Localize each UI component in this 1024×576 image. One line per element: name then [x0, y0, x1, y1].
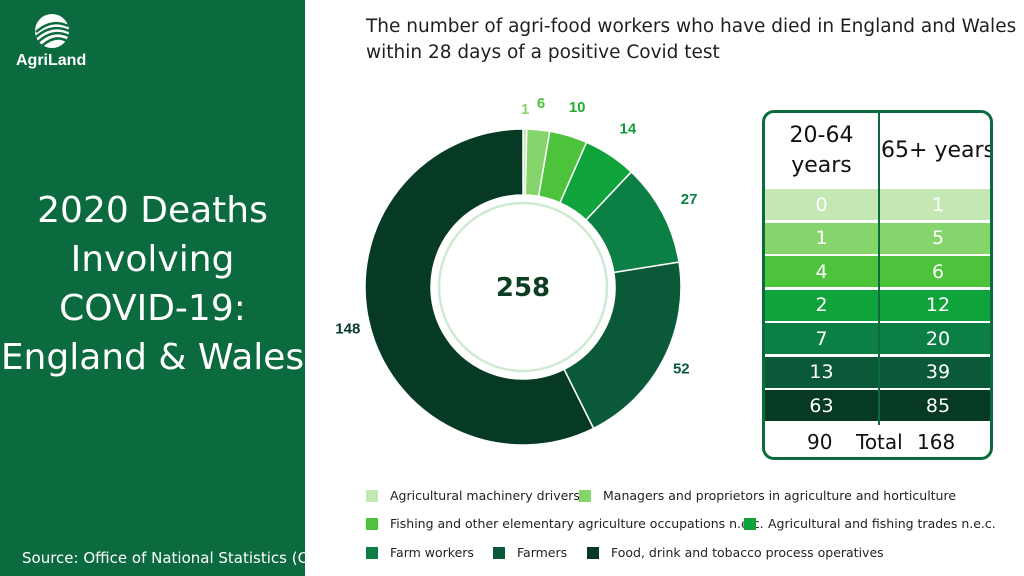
- legend-label: Farm workers: [390, 545, 474, 560]
- slice-value-label: 1: [521, 101, 529, 118]
- legend-label: Agricultural and fishing trades n.e.c.: [768, 516, 996, 531]
- cell-20-64: 7: [765, 323, 878, 354]
- title-line: COVID-19:: [59, 288, 246, 329]
- donut-total: 258: [496, 273, 550, 303]
- cell-65-plus: 6: [880, 256, 990, 287]
- title-line: Involving: [70, 239, 235, 280]
- cell-65-plus: 85: [880, 390, 990, 421]
- slice-value-label: 148: [335, 320, 360, 337]
- cell-20-64: 4: [765, 256, 878, 287]
- legend-swatch: [366, 517, 378, 530]
- legend-label: Managers and proprietors in agriculture …: [603, 488, 957, 503]
- legend-item: Farm workers: [366, 545, 474, 560]
- column-divider: [878, 113, 880, 425]
- table-row: 13 39: [765, 356, 990, 388]
- legend-item: Fishing and other elementary agriculture…: [366, 516, 764, 531]
- cell-65-plus: 5: [880, 222, 990, 254]
- chart-title: The number of agri-food workers who have…: [366, 14, 1017, 66]
- logo-text: AgriLand: [16, 52, 87, 69]
- slice-value-label: 6: [537, 95, 545, 112]
- chart-title-line: The number of agri-food workers who have…: [366, 16, 1017, 37]
- agriland-logo[interactable]: AgriLand: [16, 12, 96, 72]
- source-note: Source: Office of National Statistics (O…: [22, 549, 336, 567]
- title-line: 2020 Deaths: [37, 190, 268, 231]
- legend-label: Farmers: [517, 545, 568, 560]
- legend-swatch: [579, 489, 591, 502]
- age-breakdown-table: 20-64 years 65+ years 0 1 1 5 4 6 2 12 7 20 13 39 63…: [762, 110, 993, 460]
- total-label: Total: [856, 430, 903, 454]
- slice-value-label: 52: [673, 360, 690, 377]
- donut-hole: [431, 195, 615, 379]
- slice-value-label: 10: [569, 99, 586, 116]
- sidebar-panel: AgriLand 2020 Deaths Involving COVID-19:…: [0, 0, 336, 576]
- legend-swatch: [587, 546, 599, 559]
- slice-value-label: 27: [681, 191, 698, 208]
- legend-item: Managers and proprietors in agriculture …: [579, 488, 956, 503]
- legend-swatch: [744, 517, 756, 530]
- legend-item: Farmers: [493, 545, 567, 560]
- legend-item: Agricultural machinery drivers: [366, 488, 580, 503]
- title-line: England & Wales: [0, 337, 305, 378]
- legend-swatch: [493, 546, 505, 559]
- page-title: 2020 Deaths Involving COVID-19: England …: [0, 186, 305, 382]
- donut-inner-ring: [437, 201, 609, 373]
- cell-20-64: 13: [765, 356, 878, 388]
- header-65-plus: 65+ years: [881, 137, 993, 163]
- cell-65-plus: 39: [880, 356, 990, 388]
- cell-65-plus: 20: [880, 323, 990, 354]
- cell-20-64: 0: [765, 189, 878, 220]
- legend-swatch: [366, 489, 378, 502]
- total-row: 90 Total 168: [765, 425, 990, 457]
- table-row: 63 85: [765, 390, 990, 421]
- cell-65-plus: 1: [880, 189, 990, 220]
- logo-emblem-icon: [35, 14, 70, 48]
- cell-20-64: 63: [765, 390, 878, 421]
- legend-label: Food, drink and tobacco process operativ…: [611, 545, 884, 560]
- donut-chart: 1 6 10 14 27 52 148 258: [335, 95, 698, 446]
- legend-item: Food, drink and tobacco process operativ…: [587, 545, 884, 560]
- legend-label: Fishing and other elementary agriculture…: [390, 516, 764, 531]
- chart-title-line: within 28 days of a positive Covid test: [366, 42, 720, 63]
- total-20-64: 90: [807, 430, 833, 454]
- total-65-plus: 168: [917, 430, 956, 454]
- table-row: 7 20: [765, 323, 990, 354]
- cell-20-64: 1: [765, 222, 878, 254]
- legend-label: Agricultural machinery drivers: [390, 488, 580, 503]
- header-20-64: 20-64 years: [789, 122, 854, 178]
- cell-20-64: 2: [765, 289, 878, 321]
- legend-swatch: [366, 546, 378, 559]
- legend-item: Agricultural and fishing trades n.e.c.: [744, 516, 996, 531]
- cell-65-plus: 12: [880, 289, 990, 321]
- chart-legend: Agricultural machinery drivers Managers a…: [366, 488, 1016, 568]
- table-row: 2 12: [765, 289, 990, 321]
- slice-value-label: 14: [619, 121, 636, 138]
